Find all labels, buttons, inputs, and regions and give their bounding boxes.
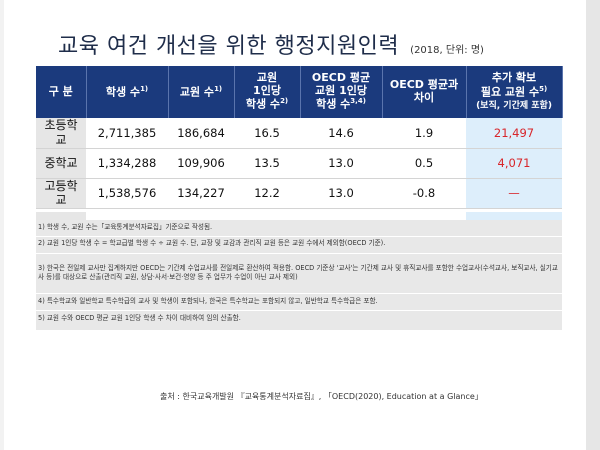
- row-label: 초등학 교: [36, 118, 86, 149]
- cell-oecd-average: 13.0: [300, 178, 382, 209]
- footnote-5: 5) 교원 수와 OECD 평균 교원 1인당 학생 수 차이 대비하여 임의 …: [38, 314, 241, 322]
- cell-additional-teachers: 4,071: [466, 148, 562, 179]
- table-row: 중학교 1,334,288 109,906 13.5 13.0 0.5 4,07…: [36, 148, 562, 179]
- header-students: 학생 수1): [86, 66, 169, 118]
- header-division: 구 분: [36, 66, 87, 118]
- title-row: 교육 여건 개선을 위한 행정지원인력 (2018, 단위: 명): [58, 28, 578, 62]
- cell-students-per-teacher: 16.5: [234, 118, 300, 149]
- footnote-2: 2) 교원 1인당 학생 수 = 학교급별 학생 수 ÷ 교원 수. 단, 교장…: [38, 239, 386, 247]
- footnote-1: 1) 학생 수, 교원 수는「교육통계분석자료집」기준으로 작성됨.: [38, 223, 213, 231]
- staffing-table: 구 분 학생 수1) 교원 수1) 교원 1인당 학생 수2) OECD 평균 교원 …: [36, 66, 563, 209]
- table-row: 고등학 교 1,538,576 134,227 12.2 13.0 -0.8 —: [36, 178, 562, 209]
- header-oecd-average: OECD 평균 교원 1인당 학생 수3,4): [300, 66, 383, 118]
- footnote-divider: [36, 310, 562, 311]
- cell-additional-teachers: —: [466, 178, 562, 209]
- row-label: 중학교: [36, 148, 86, 179]
- clipped-row-data-cells: [86, 212, 466, 220]
- source-citation: 출처 : 한국교육개발원 『교육통계분석자료집』, 「OECD(2020), E…: [160, 392, 483, 401]
- cell-students-per-teacher: 13.5: [234, 148, 300, 179]
- cell-oecd-difference: 1.9: [382, 118, 466, 149]
- cell-oecd-average: 14.6: [300, 118, 382, 149]
- footnote-3: 3) 한국은 전일제 교사만 집계하지만 OECD는 기간제 수업교사를 전일제…: [38, 264, 558, 281]
- clipped-row-extra-cell: [466, 212, 562, 220]
- footnote-4: 4) 특수학교와 일반학교 특수학급의 교사 및 학생이 포함되나, 한국은 특…: [38, 297, 378, 305]
- clipped-row-label-cell: [36, 212, 86, 220]
- cell-teachers: 134,227: [168, 178, 234, 209]
- table-row: 초등학 교 2,711,385 186,684 16.5 14.6 1.9 21,…: [36, 118, 562, 149]
- header-students-per-teacher: 교원 1인당 학생 수2): [234, 66, 301, 118]
- footnote-divider: [36, 253, 562, 254]
- table-header-row: 구 분 학생 수1) 교원 수1) 교원 1인당 학생 수2) OECD 평균 교원 …: [36, 66, 563, 118]
- title-unit-note: (2018, 단위: 명): [410, 45, 484, 56]
- clipped-table-row: [36, 212, 562, 220]
- footnote-divider: [36, 293, 562, 294]
- cell-teachers: 109,906: [168, 148, 234, 179]
- cell-oecd-average: 13.0: [300, 148, 382, 179]
- header-oecd-difference: OECD 평균과 차이: [382, 66, 467, 118]
- cell-students: 2,711,385: [86, 118, 168, 149]
- row-label: 고등학 교: [36, 178, 86, 209]
- page-title: 교육 여건 개선을 위한 행정지원인력: [58, 34, 400, 59]
- cell-students: 1,538,576: [86, 178, 168, 209]
- footnote-divider: [36, 236, 562, 237]
- cell-students-per-teacher: 12.2: [234, 178, 300, 209]
- header-additional-teachers: 추가 확보 필요 교원 수5) (보직, 기간제 포함): [466, 66, 563, 118]
- cell-students: 1,334,288: [86, 148, 168, 179]
- cell-oecd-difference: 0.5: [382, 148, 466, 179]
- left-edge-strip: [0, 0, 4, 450]
- right-scrollbar-strip: [586, 0, 600, 450]
- header-teachers: 교원 수1): [168, 66, 235, 118]
- footnotes-box: 1) 학생 수, 교원 수는「교육통계분석자료집」기준으로 작성됨. 2) 교원…: [36, 220, 562, 330]
- cell-oecd-difference: -0.8: [382, 178, 466, 209]
- cell-additional-teachers: 21,497: [466, 118, 562, 149]
- cell-teachers: 186,684: [168, 118, 234, 149]
